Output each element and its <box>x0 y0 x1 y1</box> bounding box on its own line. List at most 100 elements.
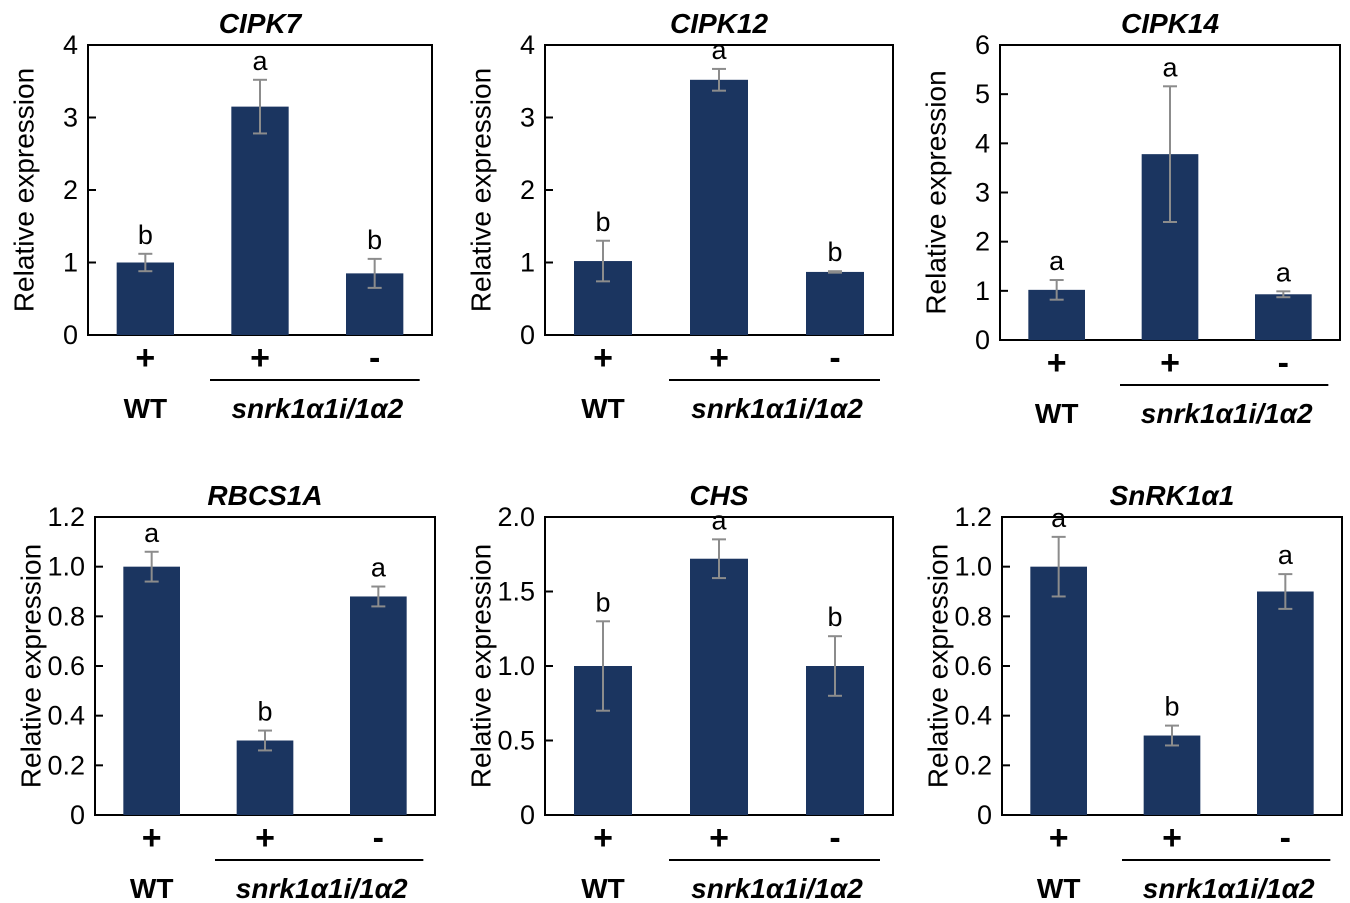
treatment-label: + <box>1162 819 1182 857</box>
treatment-label: - <box>369 339 380 377</box>
y-tick-label: 0.8 <box>954 601 992 631</box>
chart-panel-4: RBCS1A Relative expression 0 0.2 0.4 0.6 0.8 1.… <box>15 480 436 903</box>
group-label-wt: WT <box>130 873 174 903</box>
significance-letter: b <box>595 587 610 617</box>
y-tick-label: 1.0 <box>954 552 992 582</box>
chart-panel-5: CHS Relative expression 0 0.5 1.0 1.5 2.0 b + a + b… <box>465 480 894 903</box>
treatment-label: + <box>593 819 613 857</box>
y-tick-label: 0 <box>520 800 535 830</box>
treatment-label: - <box>1278 344 1289 382</box>
significance-letter: b <box>595 207 610 237</box>
treatment-label: + <box>593 339 613 377</box>
bar <box>236 740 294 815</box>
y-tick-label: 0.6 <box>954 651 992 681</box>
significance-letter: b <box>1164 692 1179 722</box>
treatment-label: - <box>1280 819 1291 857</box>
significance-letter: a <box>144 518 160 548</box>
significance-letter: b <box>138 220 153 250</box>
significance-letter: a <box>1049 246 1065 276</box>
y-tick-label: 1 <box>520 248 535 278</box>
bar <box>690 558 748 815</box>
significance-letter: b <box>827 237 842 267</box>
chart-title: CIPK14 <box>1121 8 1219 39</box>
group-label-mutant: snrk1α1i/1α2 <box>231 393 403 424</box>
y-tick-label: 4 <box>975 128 990 158</box>
treatment-label: + <box>1049 819 1069 857</box>
y-tick-label: 3 <box>63 103 78 133</box>
y-tick-label: 2 <box>63 175 78 205</box>
treatment-label: - <box>829 339 840 377</box>
treatment-label: + <box>1047 344 1067 382</box>
bar <box>690 79 748 335</box>
bar <box>123 566 180 815</box>
y-axis-label: Relative expression <box>465 544 496 788</box>
group-label-wt: WT <box>1035 398 1079 429</box>
y-tick-label: 1.0 <box>497 651 535 681</box>
y-tick-label: 0.2 <box>954 750 992 780</box>
y-tick-label: 0 <box>70 800 85 830</box>
y-tick-label: 2 <box>975 227 990 257</box>
y-tick-label: 0.6 <box>47 651 85 681</box>
y-tick-label: 4 <box>520 30 535 60</box>
y-tick-label: 0 <box>977 800 992 830</box>
group-label-wt: WT <box>581 393 625 424</box>
y-tick-label: 0 <box>63 320 78 350</box>
y-tick-label: 1 <box>975 276 990 306</box>
significance-letter: a <box>1278 540 1294 570</box>
y-tick-label: 2 <box>520 175 535 205</box>
chart-panel-3: CIPK14 Relative expression 0 1 2 3 4 5 6 a + a + a - WT… <box>920 8 1341 429</box>
chart-title: CHS <box>689 480 748 511</box>
bar <box>231 106 289 335</box>
bar <box>1255 294 1312 340</box>
bar <box>806 271 864 335</box>
chart-title: CIPK7 <box>219 8 303 39</box>
y-tick-label: 0.4 <box>954 701 992 731</box>
y-tick-label: 1.5 <box>497 577 535 607</box>
y-tick-label: 6 <box>975 30 990 60</box>
significance-letter: b <box>827 602 842 632</box>
significance-letter: a <box>371 553 387 583</box>
bar <box>1257 591 1314 815</box>
bar <box>1143 735 1201 815</box>
significance-letter: a <box>711 505 727 535</box>
y-tick-label: 0 <box>975 325 990 355</box>
y-tick-label: 0.5 <box>497 726 535 756</box>
treatment-label: + <box>709 339 729 377</box>
significance-letter: a <box>1051 503 1067 533</box>
y-tick-label: 1 <box>63 248 78 278</box>
group-label-wt: WT <box>124 393 168 424</box>
y-tick-label: 0.4 <box>47 701 85 731</box>
chart-title: RBCS1A <box>207 480 322 511</box>
treatment-label: + <box>255 819 275 857</box>
chart-panel-1: CIPK7 Relative expression 0 1 2 3 4 b + a + b - WT snr… <box>8 8 433 424</box>
treatment-label: + <box>135 339 155 377</box>
treatment-label: + <box>250 339 270 377</box>
y-axis-label: Relative expression <box>15 544 46 788</box>
bar <box>1030 566 1087 815</box>
y-tick-label: 4 <box>63 30 78 60</box>
group-label-mutant: snrk1α1i/1α2 <box>1143 873 1315 903</box>
treatment-label: + <box>709 819 729 857</box>
y-tick-label: 2.0 <box>497 502 535 532</box>
treatment-label: - <box>373 819 384 857</box>
y-tick-label: 1.0 <box>47 552 85 582</box>
treatment-label: - <box>829 819 840 857</box>
y-tick-label: 0.2 <box>47 750 85 780</box>
significance-letter: b <box>257 697 272 727</box>
y-tick-label: 3 <box>975 178 990 208</box>
bar <box>350 596 407 815</box>
significance-letter: a <box>252 46 268 76</box>
y-tick-label: 3 <box>520 103 535 133</box>
y-axis-label: Relative expression <box>465 68 496 312</box>
chart-panel-6: SnRK1α1 Relative expression 0 0.2 0.4 0.6 0.8 1… <box>922 480 1343 903</box>
group-label-mutant: snrk1α1i/1α2 <box>1141 398 1313 429</box>
y-tick-label: 1.2 <box>47 502 85 532</box>
significance-letter: a <box>1276 257 1292 287</box>
y-axis-label: Relative expression <box>922 544 953 788</box>
chart-title: CIPK12 <box>670 8 768 39</box>
treatment-label: + <box>142 819 162 857</box>
y-tick-label: 0.8 <box>47 601 85 631</box>
significance-letter: b <box>367 225 382 255</box>
y-tick-label: 0 <box>520 320 535 350</box>
